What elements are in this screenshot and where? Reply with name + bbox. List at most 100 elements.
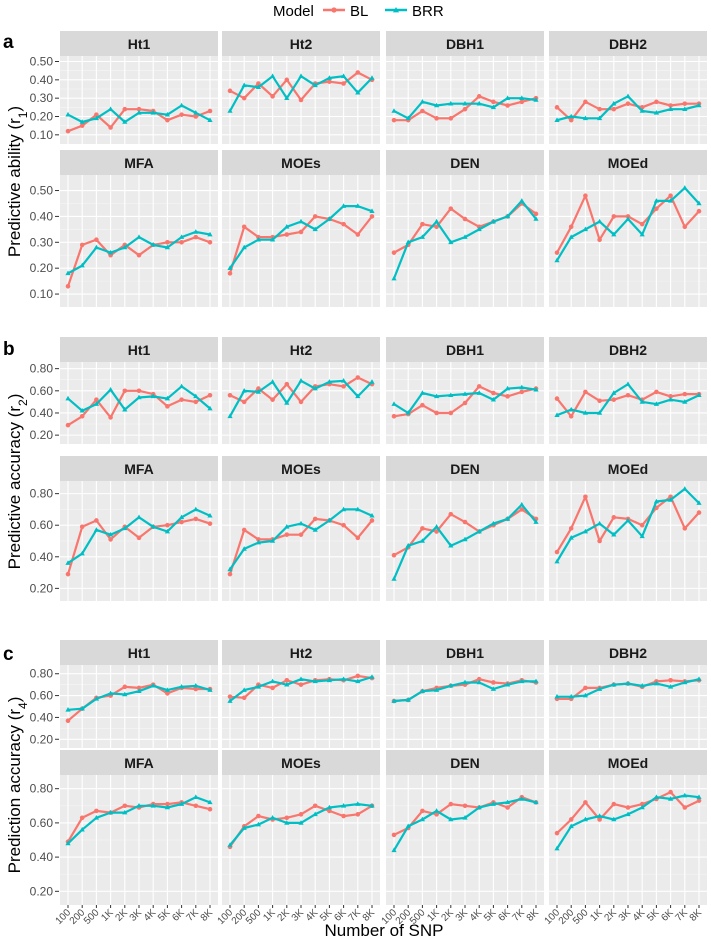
panel-a-dbh1: DBH1 bbox=[386, 31, 544, 144]
point-brr bbox=[65, 395, 71, 401]
point-brr bbox=[554, 117, 560, 122]
point-brr bbox=[79, 119, 85, 124]
point-bl bbox=[434, 812, 439, 817]
point-bl bbox=[611, 106, 617, 112]
point-brr bbox=[65, 111, 71, 117]
y-tick-label: 0.60 bbox=[30, 816, 54, 830]
point-brr bbox=[490, 104, 496, 110]
point-brr bbox=[136, 394, 142, 400]
point-brr bbox=[193, 110, 199, 115]
point-brr bbox=[682, 399, 688, 404]
point-bl bbox=[420, 221, 425, 227]
y-axis-title-b: Predictive accuracy (r2) bbox=[5, 394, 30, 570]
point-bl bbox=[79, 815, 85, 821]
panel-strip bbox=[386, 150, 544, 175]
point-bl bbox=[355, 535, 361, 541]
point-bl bbox=[491, 390, 496, 396]
point-bl bbox=[298, 97, 304, 103]
point-bl bbox=[179, 519, 184, 525]
point-bl bbox=[256, 386, 261, 391]
point-bl bbox=[355, 70, 361, 75]
point-brr bbox=[611, 390, 617, 395]
point-brr bbox=[476, 100, 482, 106]
point-brr bbox=[448, 100, 454, 106]
point-bl bbox=[165, 801, 170, 807]
point-bl bbox=[270, 94, 275, 99]
point-brr bbox=[434, 218, 440, 224]
point-brr bbox=[568, 693, 574, 699]
point-brr bbox=[179, 383, 185, 389]
panel-title: DBH2 bbox=[609, 645, 647, 661]
point-bl bbox=[227, 694, 233, 699]
panel-title: Ht1 bbox=[128, 342, 151, 358]
point-brr bbox=[369, 379, 375, 384]
point-brr bbox=[227, 566, 233, 572]
y-tick-label: 0.50 bbox=[30, 184, 54, 198]
point-brr bbox=[476, 804, 482, 810]
legend-key-bl: BL bbox=[323, 3, 368, 20]
point-brr bbox=[355, 89, 361, 95]
point-brr bbox=[79, 705, 85, 711]
point-bl bbox=[284, 815, 290, 821]
panel-title: MOEd bbox=[608, 755, 648, 771]
point-bl bbox=[554, 549, 560, 555]
point-brr bbox=[255, 539, 261, 545]
point-bl bbox=[355, 375, 361, 380]
point-bl bbox=[583, 800, 588, 805]
point-bl bbox=[611, 515, 617, 520]
point-brr bbox=[179, 102, 185, 108]
point-bl bbox=[391, 117, 397, 123]
point-brr bbox=[582, 226, 588, 232]
point-brr bbox=[341, 378, 347, 383]
point-bl bbox=[476, 384, 482, 389]
point-bl bbox=[682, 391, 688, 397]
panel-a-ht1: Ht1 bbox=[60, 31, 218, 144]
point-bl bbox=[298, 229, 304, 235]
point-brr bbox=[462, 814, 468, 820]
point-bl bbox=[298, 812, 304, 817]
point-bl bbox=[284, 532, 290, 537]
point-bl bbox=[207, 108, 213, 114]
point-bl bbox=[597, 106, 602, 112]
panel-strip bbox=[222, 640, 380, 665]
point-bl bbox=[136, 252, 142, 258]
point-brr bbox=[448, 239, 454, 245]
point-bl bbox=[505, 103, 510, 108]
point-brr bbox=[326, 75, 332, 80]
point-brr bbox=[270, 236, 276, 242]
point-brr bbox=[405, 542, 411, 548]
point-bl bbox=[355, 812, 361, 817]
point-brr bbox=[639, 682, 645, 688]
point-brr bbox=[533, 386, 539, 392]
point-brr bbox=[369, 208, 375, 214]
point-brr bbox=[193, 393, 199, 399]
panel-strip bbox=[549, 640, 707, 665]
panel-b-dbh2: DBH2 bbox=[549, 337, 707, 444]
point-bl bbox=[270, 685, 275, 691]
point-bl bbox=[193, 686, 199, 692]
point-brr bbox=[668, 198, 674, 203]
point-bl bbox=[696, 798, 702, 803]
point-bl bbox=[136, 388, 142, 394]
point-brr bbox=[462, 100, 468, 106]
point-bl bbox=[625, 101, 631, 106]
point-bl bbox=[108, 125, 113, 130]
point-brr bbox=[668, 497, 674, 502]
point-bl bbox=[682, 805, 688, 810]
y-tick-label: 0.20 bbox=[30, 110, 54, 124]
point-brr bbox=[505, 213, 511, 219]
point-bl bbox=[298, 399, 304, 405]
point-brr bbox=[505, 95, 511, 100]
legend-label-brr: BRR bbox=[412, 3, 444, 20]
point-brr bbox=[554, 257, 560, 263]
point-brr bbox=[434, 523, 440, 529]
point-brr bbox=[255, 821, 261, 827]
point-bl bbox=[625, 805, 631, 810]
point-bl bbox=[448, 801, 454, 807]
point-bl bbox=[682, 224, 688, 230]
x-axis-title: Number of SNP bbox=[324, 921, 443, 940]
point-brr bbox=[533, 678, 539, 684]
section-c: c 0.20 0.40 0.60 0.80 Ht1 Ht2 DBH1 DBH2 0.20 0.40 0… bbox=[3, 640, 707, 927]
point-bl bbox=[179, 397, 184, 402]
point-brr bbox=[554, 558, 560, 564]
